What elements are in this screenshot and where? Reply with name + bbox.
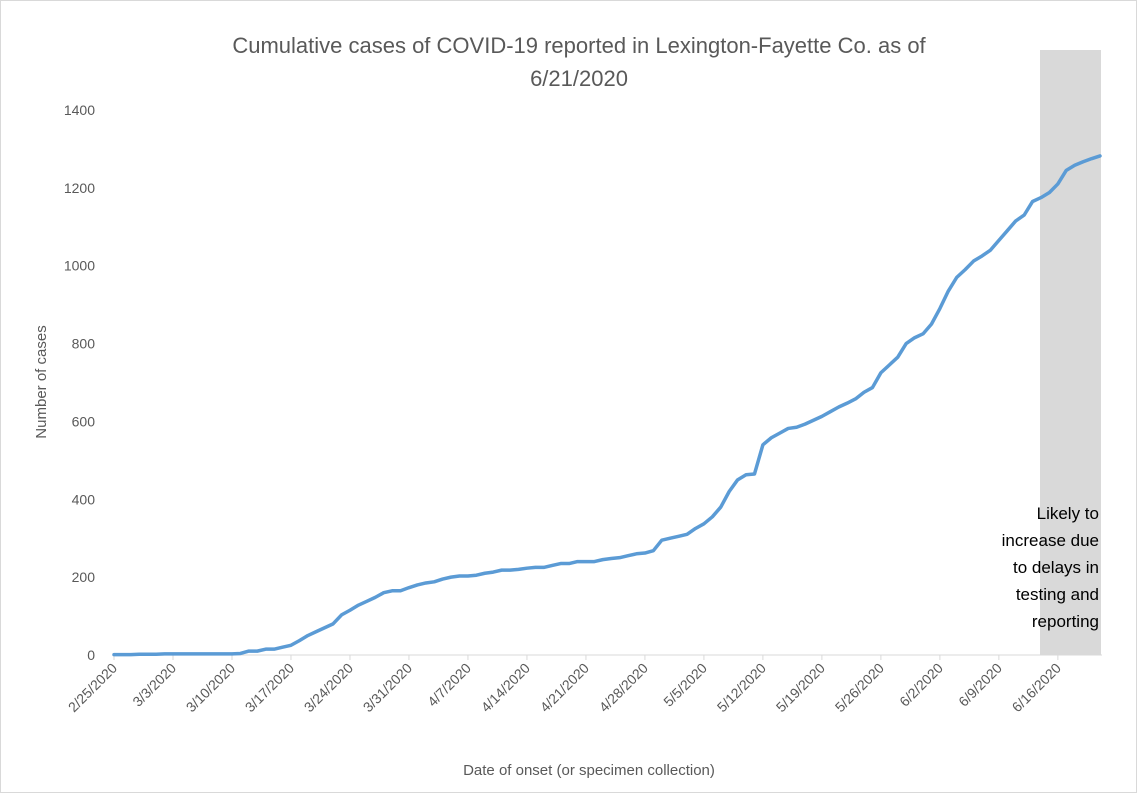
x-tick-label: 3/10/2020 <box>183 660 239 716</box>
annotation-line: testing and <box>1016 585 1099 604</box>
y-tick-label: 800 <box>72 336 96 352</box>
y-axis-title: Number of cases <box>33 325 50 438</box>
x-tick-label: 5/26/2020 <box>832 660 888 716</box>
y-tick-label: 400 <box>72 491 96 507</box>
annotation-line: reporting <box>1032 612 1099 631</box>
x-tick-label: 3/17/2020 <box>242 660 298 716</box>
y-tick-label: 0 <box>87 647 95 663</box>
x-tick-label: 5/5/2020 <box>660 660 710 710</box>
x-tick-label: 4/21/2020 <box>537 660 593 716</box>
x-tick-label: 6/16/2020 <box>1009 660 1065 716</box>
x-axis-title: Date of onset (or specimen collection) <box>463 762 715 779</box>
y-tick-label: 1000 <box>64 258 95 274</box>
x-tick-label: 5/19/2020 <box>773 660 829 716</box>
x-tick-label: 3/31/2020 <box>360 660 416 716</box>
annotation-line: Likely to <box>1037 504 1099 523</box>
x-tick-label: 6/2/2020 <box>896 660 946 710</box>
annotation-line: to delays in <box>1013 558 1099 577</box>
x-tick-label: 5/12/2020 <box>714 660 770 716</box>
y-tick-label: 200 <box>72 569 96 585</box>
x-tick-label: 2/25/2020 <box>65 660 121 716</box>
x-tick-label: 4/28/2020 <box>596 660 652 716</box>
x-tick-label: 4/7/2020 <box>424 660 474 710</box>
y-tick-label: 1200 <box>64 180 95 196</box>
series-line-cumulative-cases <box>112 154 1102 657</box>
x-tick-label: 4/14/2020 <box>478 660 534 716</box>
x-tick-label: 3/3/2020 <box>129 660 179 710</box>
chart-title-line2: 6/21/2020 <box>530 66 628 91</box>
chart-title-line1: Cumulative cases of COVID-19 reported in… <box>232 33 926 58</box>
x-tick-label: 3/24/2020 <box>301 660 357 716</box>
y-tick-label: 600 <box>72 413 96 429</box>
y-tick-label: 1400 <box>64 102 95 118</box>
x-tick-label: 6/9/2020 <box>955 660 1005 710</box>
shaded-region <box>1040 50 1101 655</box>
annotation-line: increase due <box>1002 531 1099 550</box>
